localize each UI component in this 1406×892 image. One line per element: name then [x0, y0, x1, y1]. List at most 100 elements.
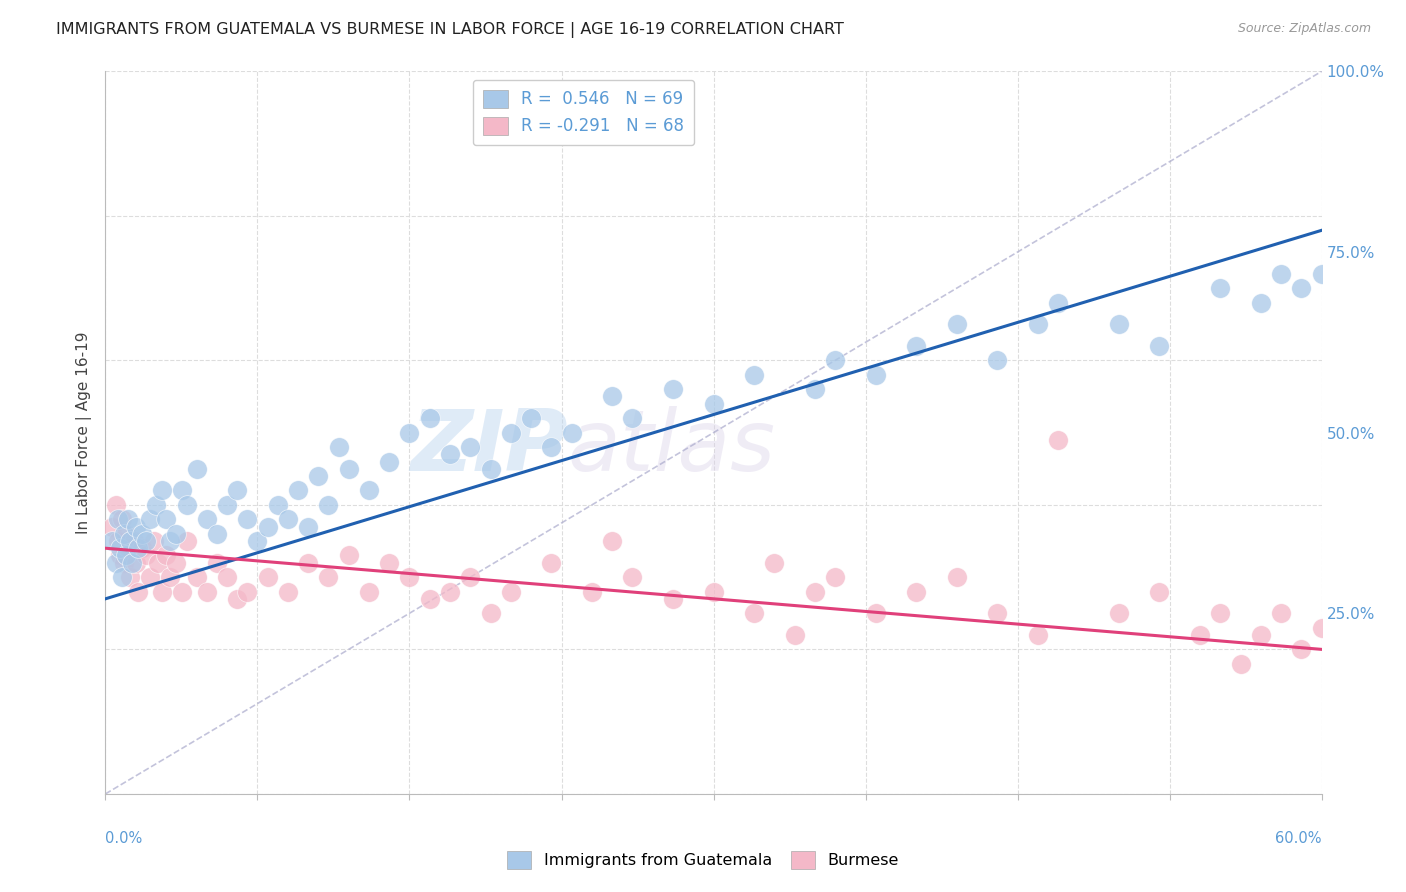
Point [236, 512, 259, 526]
Point [621, 570, 644, 584]
Point [945, 570, 967, 584]
Point [479, 607, 502, 621]
Point [165, 556, 187, 570]
Point [217, 570, 239, 584]
Point [439, 584, 461, 599]
Point [337, 549, 360, 563]
Point [458, 440, 481, 454]
Point [1310, 267, 1333, 281]
Point [117, 512, 139, 526]
Text: IMMIGRANTS FROM GUATEMALA VS BURMESE IN LABOR FORCE | AGE 16-19 CORRELATION CHAR: IMMIGRANTS FROM GUATEMALA VS BURMESE IN … [56, 22, 844, 38]
Point [165, 526, 187, 541]
Point [1108, 607, 1130, 621]
Point [226, 483, 249, 498]
Text: Source: ZipAtlas.com: Source: ZipAtlas.com [1237, 22, 1371, 36]
Y-axis label: In Labor Force | Age 16-19: In Labor Force | Age 16-19 [76, 331, 91, 534]
Point [398, 425, 420, 440]
Point [318, 498, 340, 512]
Point [104, 556, 127, 570]
Point [742, 607, 765, 621]
Point [114, 526, 136, 541]
Point [1189, 628, 1212, 642]
Point [117, 541, 139, 556]
Point [112, 556, 135, 570]
Point [378, 556, 401, 570]
Point [159, 570, 181, 584]
Point [135, 549, 157, 563]
Point [1250, 295, 1272, 310]
Point [1047, 295, 1070, 310]
Point [226, 591, 249, 606]
Point [1149, 339, 1171, 353]
Point [357, 483, 380, 498]
Point [783, 628, 806, 642]
Point [824, 570, 846, 584]
Point [172, 483, 194, 498]
Point [1149, 584, 1171, 599]
Point [540, 440, 562, 454]
Point [337, 462, 360, 476]
Point [499, 584, 522, 599]
Point [121, 556, 143, 570]
Point [150, 483, 173, 498]
Point [804, 584, 827, 599]
Point [195, 584, 218, 599]
Point [378, 454, 401, 468]
Point [540, 556, 562, 570]
Point [1270, 267, 1292, 281]
Point [256, 570, 278, 584]
Point [1250, 628, 1272, 642]
Point [146, 556, 169, 570]
Point [139, 512, 162, 526]
Point [357, 584, 380, 599]
Point [107, 512, 129, 526]
Point [662, 591, 685, 606]
Point [945, 317, 967, 331]
Point [1026, 628, 1049, 642]
Point [108, 549, 131, 563]
Point [398, 570, 420, 584]
Point [131, 526, 153, 541]
Point [561, 425, 583, 440]
Point [125, 519, 148, 533]
Point [458, 570, 481, 584]
Point [159, 533, 181, 548]
Point [139, 570, 162, 584]
Point [118, 570, 141, 584]
Point [1310, 621, 1333, 635]
Point [100, 519, 122, 533]
Point [205, 556, 228, 570]
Point [111, 570, 134, 584]
Point [112, 526, 135, 541]
Point [287, 483, 309, 498]
Point [986, 607, 1008, 621]
Point [122, 533, 145, 548]
Point [763, 556, 786, 570]
Point [256, 519, 278, 533]
Point [419, 411, 441, 425]
Point [236, 584, 259, 599]
Point [865, 368, 887, 382]
Point [621, 411, 644, 425]
Point [581, 584, 603, 599]
Point [143, 533, 166, 548]
Point [150, 584, 173, 599]
Point [125, 556, 148, 570]
Point [600, 389, 623, 403]
Point [905, 339, 928, 353]
Point [108, 541, 131, 556]
Point [1291, 642, 1313, 657]
Point [127, 541, 149, 556]
Point [1291, 281, 1313, 295]
Point [702, 397, 725, 411]
Point [1108, 317, 1130, 331]
Point [297, 556, 319, 570]
Point [600, 533, 623, 548]
Point [118, 533, 141, 548]
Point [1209, 281, 1232, 295]
Point [145, 498, 167, 512]
Point [865, 607, 887, 621]
Point [104, 498, 127, 512]
Point [246, 533, 269, 548]
Point [804, 382, 827, 396]
